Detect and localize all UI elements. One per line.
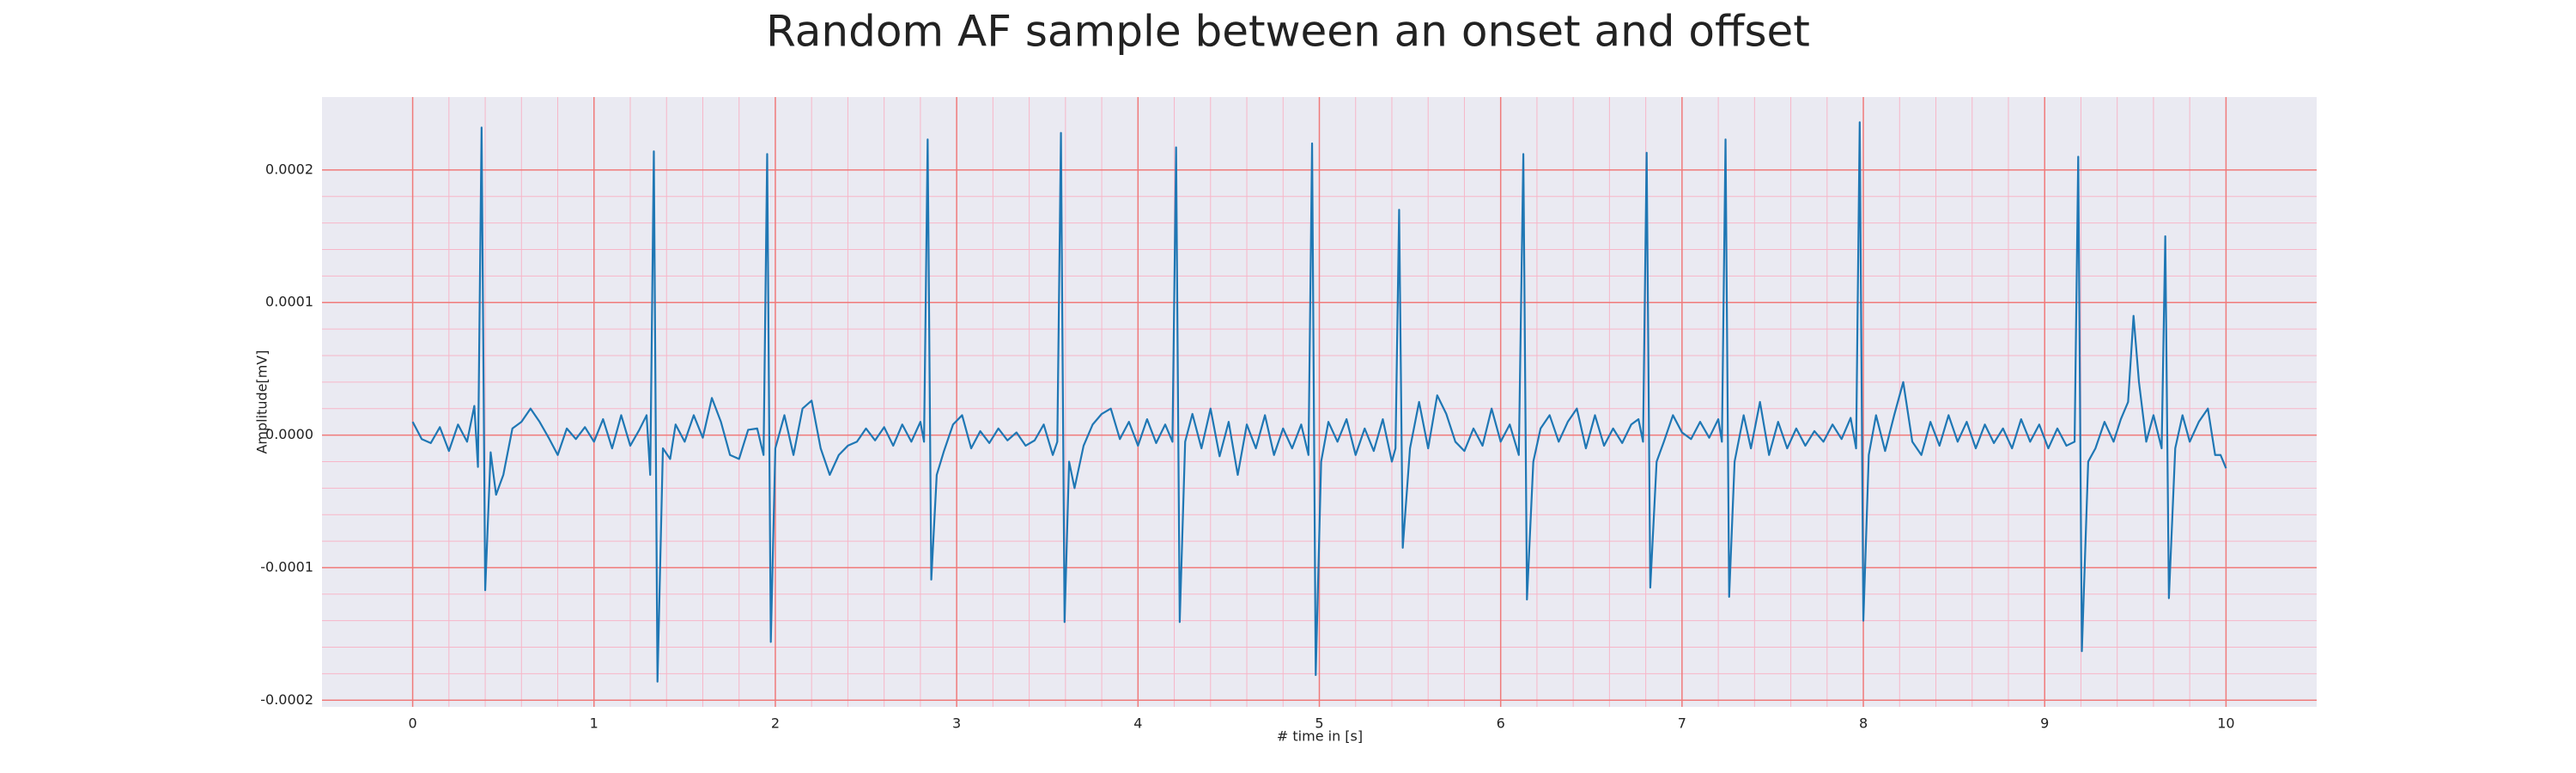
x-tick-label: 9: [2040, 715, 2049, 732]
tick-labels: 0 1 2 3 4 5 6 7 8 9 10 -0.0002 -0.0001 0.0000 0.0001 0.…: [260, 161, 2234, 731]
x-axis-label: # time in [s]: [1277, 728, 1363, 745]
x-tick-label: 3: [952, 715, 961, 732]
marks: [411, 121, 2227, 683]
x-tick-label: 4: [1133, 715, 1142, 732]
y-tick-label: -0.0001: [260, 558, 313, 575]
chart-title: Random AF sample between an onset and of…: [766, 7, 1810, 57]
x-tick-label: 8: [1859, 715, 1868, 732]
x-tick-label: 1: [590, 715, 598, 732]
x-tick-label: 0: [408, 715, 416, 732]
x-tick-label: 5: [1315, 715, 1323, 732]
y-tick-label: 0.0002: [265, 161, 313, 177]
x-tick-label: 6: [1497, 715, 1505, 732]
y-tick-label: 0.0000: [265, 426, 313, 442]
y-axis-label: Amplitude[mV]: [254, 350, 270, 453]
x-tick-label: 2: [771, 715, 780, 732]
x-tick-label: 10: [2217, 715, 2234, 732]
y-tick-label: -0.0002: [260, 691, 313, 708]
x-tick-label: 7: [1678, 715, 1686, 732]
signal-line: [411, 121, 2227, 683]
grid: [322, 97, 2317, 707]
y-tick-label: 0.0001: [265, 294, 313, 310]
